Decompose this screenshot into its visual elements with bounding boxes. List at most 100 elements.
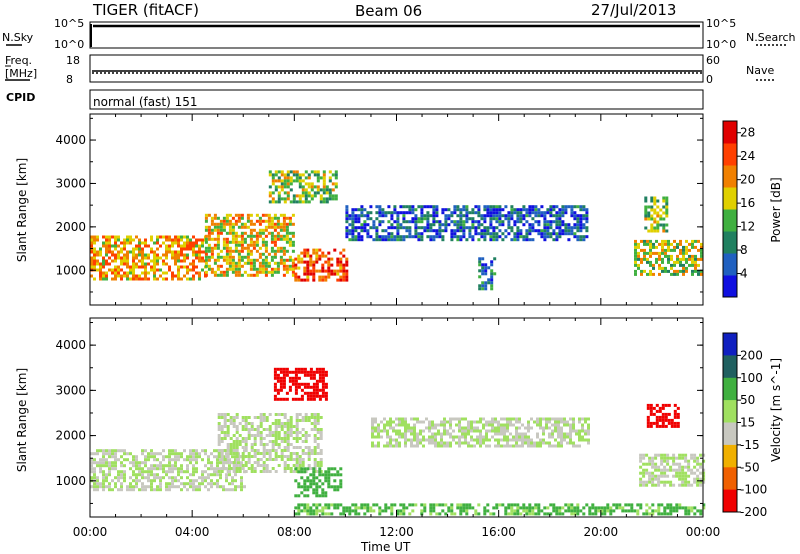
power-cell bbox=[664, 269, 667, 273]
velocity-cell bbox=[494, 426, 497, 430]
power-cell bbox=[679, 260, 682, 264]
power-cell bbox=[411, 220, 415, 224]
power-cell bbox=[204, 261, 208, 265]
velocity-cell bbox=[321, 391, 325, 395]
velocity-cell bbox=[168, 464, 171, 468]
power-cell bbox=[662, 229, 666, 233]
power-cell bbox=[306, 260, 310, 264]
nsky-panel bbox=[6, 21, 786, 49]
velocity-cell bbox=[539, 423, 542, 427]
velocity-cell bbox=[262, 467, 266, 470]
velocity-cell bbox=[216, 479, 219, 483]
velocity-cell bbox=[111, 452, 114, 456]
velocity-cell bbox=[431, 438, 434, 442]
power-cell bbox=[685, 269, 688, 273]
velocity-cell bbox=[515, 441, 518, 445]
power-cell bbox=[132, 262, 135, 266]
power-cell bbox=[426, 235, 430, 239]
power-cell bbox=[267, 252, 271, 256]
velocity-cell bbox=[250, 434, 254, 437]
velocity-cell bbox=[389, 444, 392, 448]
power-cell bbox=[649, 260, 652, 264]
power-cell bbox=[255, 243, 259, 247]
power-cell bbox=[459, 211, 463, 215]
power-cell bbox=[643, 251, 646, 255]
velocity-cell bbox=[566, 423, 569, 427]
power-cell bbox=[153, 277, 156, 281]
velocity-cell bbox=[90, 464, 93, 468]
power-cell bbox=[315, 260, 319, 264]
velocity-cell bbox=[419, 420, 422, 424]
velocity-cell bbox=[425, 417, 428, 421]
velocity-cell bbox=[229, 452, 233, 455]
power-cell bbox=[345, 275, 349, 279]
power-cell bbox=[234, 273, 238, 277]
velocity-cell bbox=[274, 413, 278, 416]
velocity-cell bbox=[277, 455, 281, 458]
power-cell bbox=[328, 188, 332, 192]
velocity-cell bbox=[201, 479, 204, 483]
power-cell bbox=[634, 242, 637, 246]
velocity-cell bbox=[567, 506, 571, 510]
power-cell bbox=[667, 248, 670, 252]
velocity-cell bbox=[488, 429, 491, 433]
power-cell bbox=[659, 223, 663, 227]
power-cell bbox=[282, 264, 286, 268]
power-cell bbox=[339, 257, 343, 261]
power-cell bbox=[268, 185, 272, 189]
power-cell bbox=[670, 263, 673, 267]
velocity-cell bbox=[519, 512, 523, 516]
velocity-cell bbox=[582, 512, 586, 516]
power-cell bbox=[171, 253, 174, 257]
velocity-cell bbox=[522, 509, 526, 513]
power-cell bbox=[643, 254, 646, 258]
power-cell bbox=[653, 226, 657, 230]
velocity-cell bbox=[572, 429, 575, 433]
velocity-cell bbox=[132, 473, 135, 477]
velocity-cell bbox=[259, 470, 263, 473]
velocity-cell bbox=[509, 423, 512, 427]
velocity-cell bbox=[603, 509, 607, 513]
power-cell bbox=[576, 205, 580, 209]
velocity-cell bbox=[217, 422, 221, 425]
velocity-cell bbox=[220, 425, 224, 428]
velocity-cell bbox=[581, 423, 584, 427]
nsky-tick-bottom: 10^0 bbox=[54, 38, 85, 51]
power-cell bbox=[150, 247, 153, 251]
velocity-cell bbox=[144, 476, 147, 480]
power-cell bbox=[498, 214, 502, 218]
velocity-cell bbox=[432, 506, 436, 510]
power-cell bbox=[700, 251, 703, 255]
velocity-cell bbox=[386, 420, 389, 424]
power-cell bbox=[354, 226, 358, 230]
power-cell bbox=[324, 260, 328, 264]
velocity-cell bbox=[280, 428, 284, 431]
velocity-cell bbox=[395, 441, 398, 445]
velocity-cell bbox=[528, 512, 532, 516]
velocity-cell bbox=[180, 470, 183, 474]
velocity-cell bbox=[217, 440, 221, 443]
power-cell bbox=[280, 173, 284, 177]
velocity-cell bbox=[510, 503, 514, 507]
velocity-cell bbox=[667, 418, 671, 422]
power-cell bbox=[285, 264, 289, 268]
velocity-cell bbox=[491, 420, 494, 424]
power-cell bbox=[90, 274, 93, 278]
power-cell bbox=[283, 197, 287, 201]
velocity-cell bbox=[324, 503, 328, 507]
power-cell bbox=[315, 257, 319, 261]
power-cell bbox=[489, 223, 493, 227]
velocity-cell bbox=[313, 458, 317, 461]
power-cell bbox=[456, 238, 460, 242]
power-cell bbox=[228, 228, 232, 232]
velocity-cell bbox=[300, 485, 304, 489]
power-cell bbox=[234, 213, 238, 217]
velocity-cell bbox=[286, 464, 290, 467]
power-cell bbox=[637, 242, 640, 246]
velocity-cell bbox=[383, 417, 386, 421]
velocity-colorbar-tick-label: -100 bbox=[740, 483, 767, 497]
velocity-cell bbox=[437, 432, 440, 436]
power-cell bbox=[240, 240, 244, 244]
velocity-cell bbox=[280, 422, 284, 425]
velocity-cell bbox=[669, 456, 673, 460]
